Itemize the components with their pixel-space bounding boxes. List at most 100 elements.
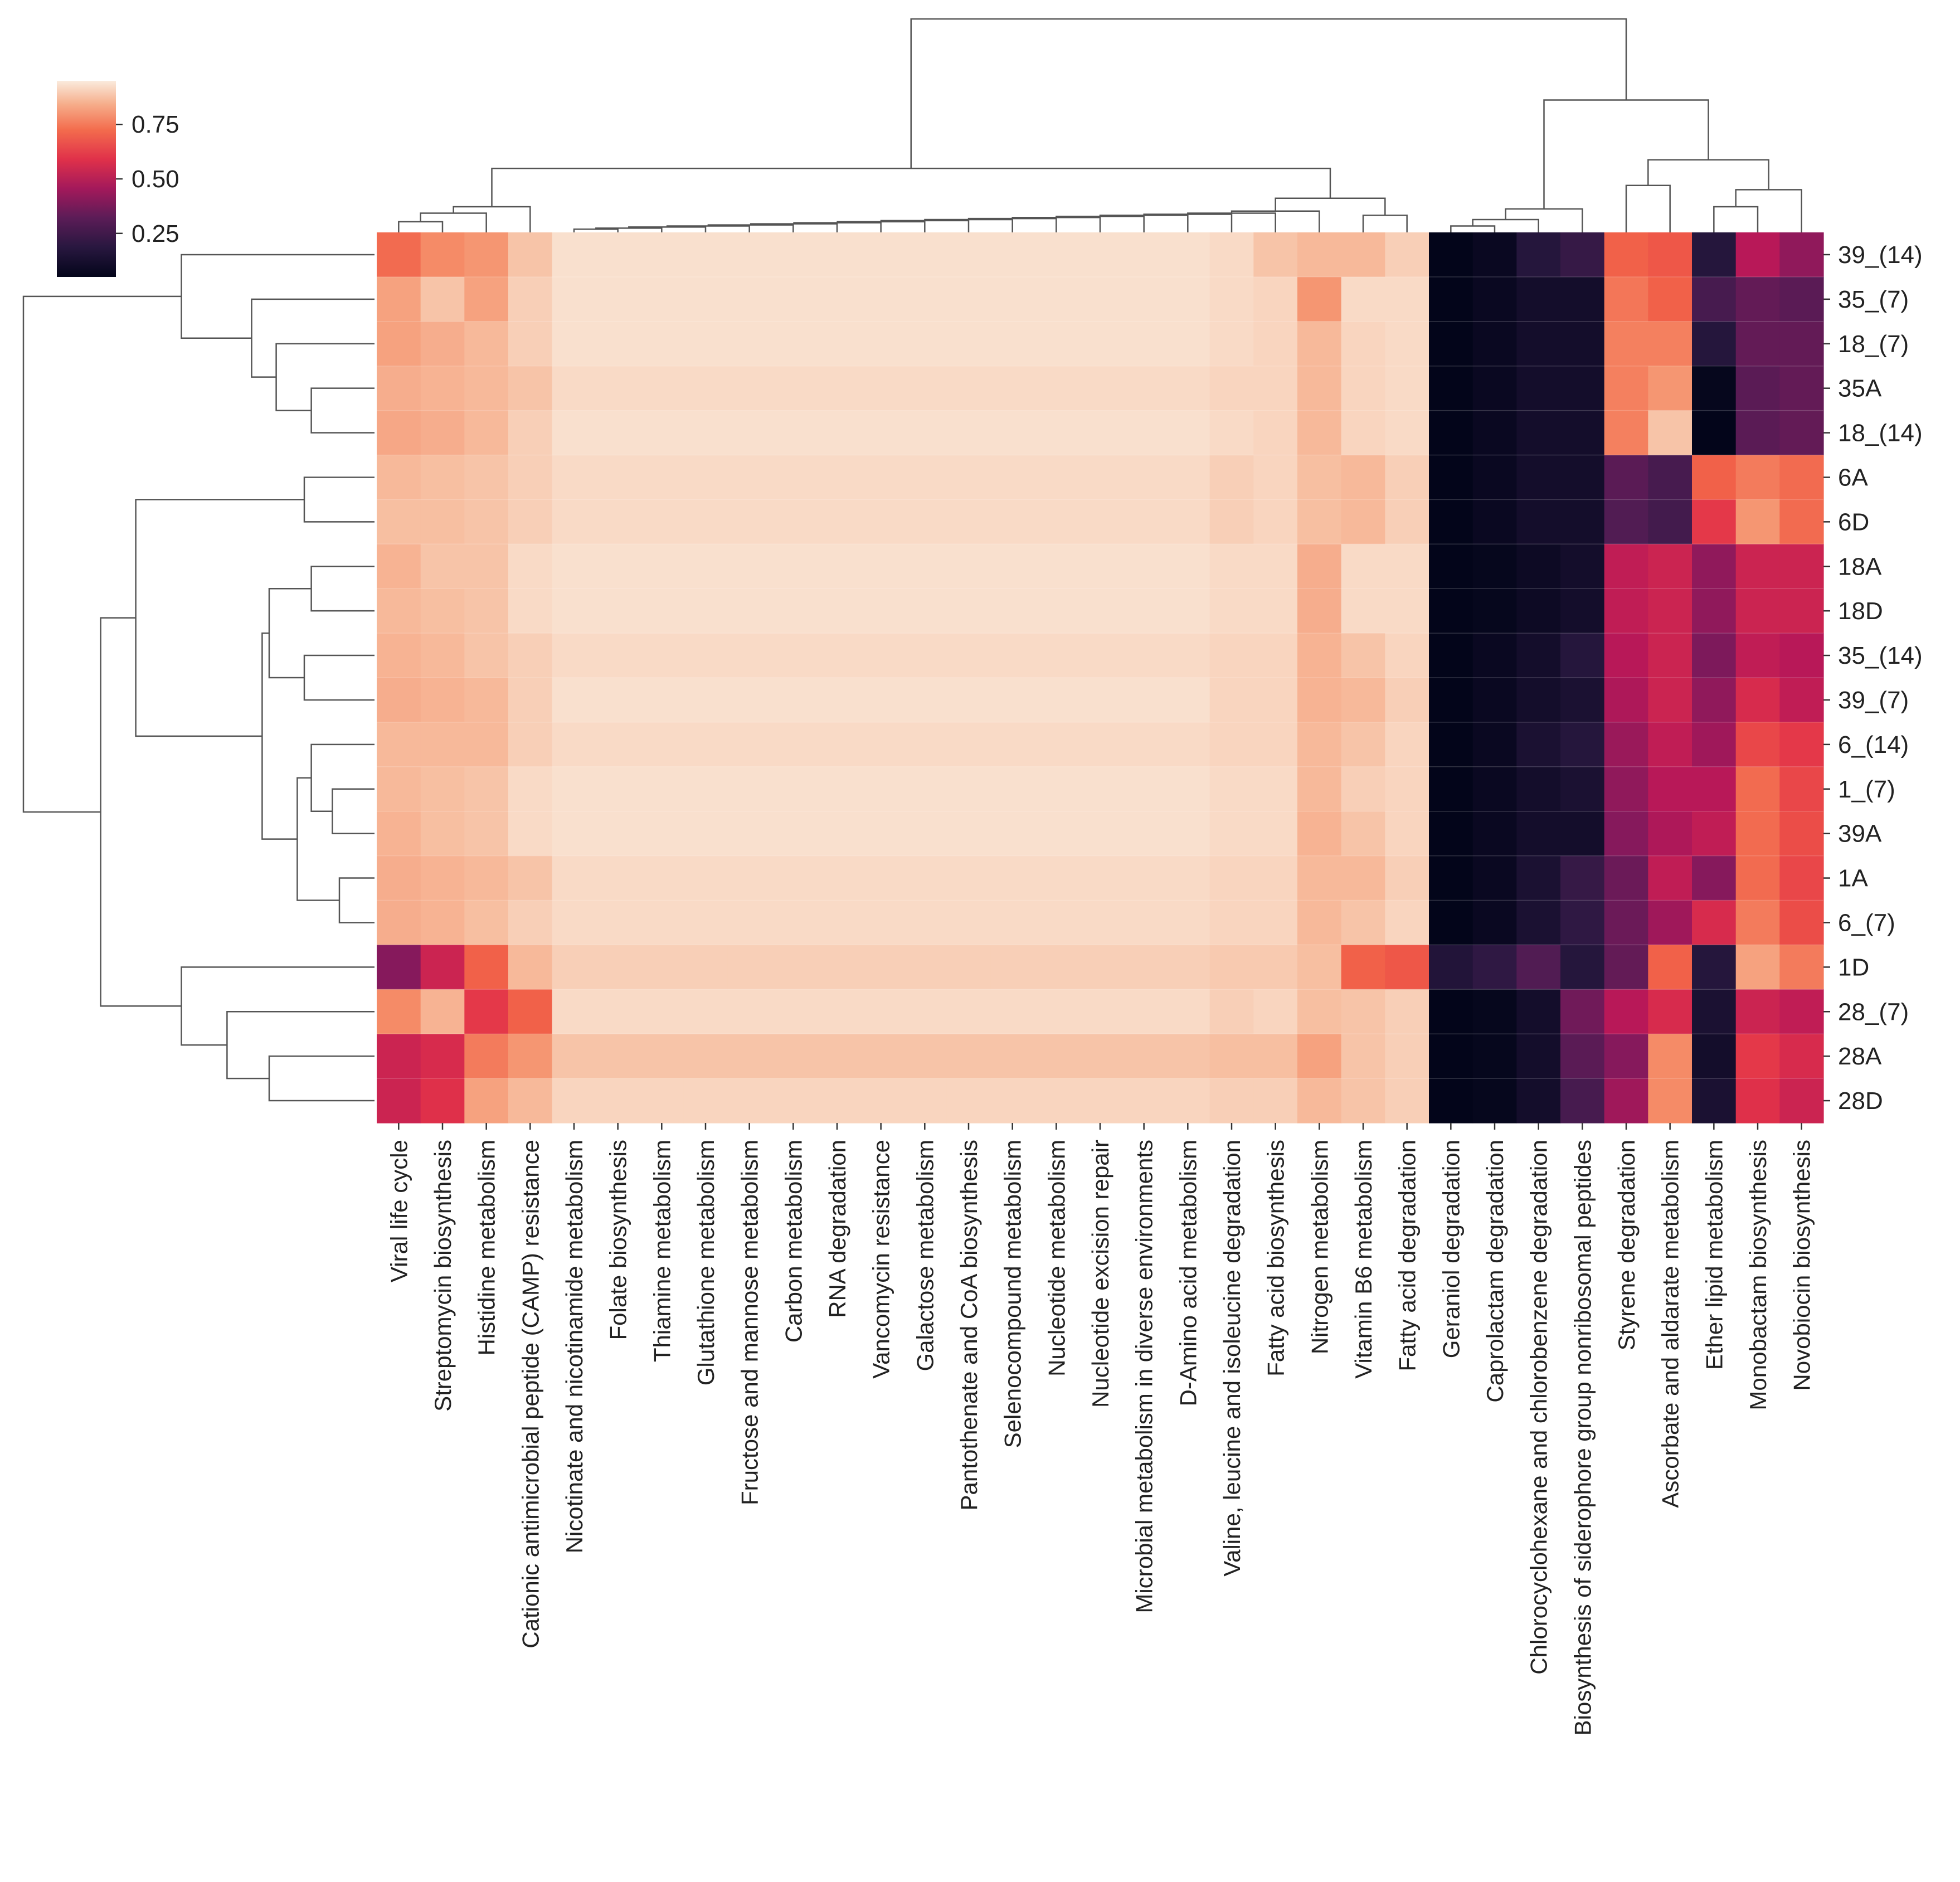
heatmap-cell <box>1560 455 1605 500</box>
heatmap-cell <box>1297 366 1342 411</box>
heatmap-cell <box>1692 589 1737 634</box>
heatmap-cell <box>1735 678 1780 723</box>
heatmap-cell <box>1253 811 1298 857</box>
heatmap-cell <box>1341 544 1385 589</box>
dendrogram-link <box>275 343 375 411</box>
heatmap-cell <box>1516 232 1561 278</box>
heatmap-cell <box>1604 722 1648 767</box>
heatmap-cell <box>1604 633 1648 678</box>
column-label: Chlorocyclohexane and chlorobenzene degr… <box>1526 1140 1552 1675</box>
column-label: Carbon metabolism <box>780 1140 806 1343</box>
heatmap-cell <box>1122 989 1166 1034</box>
heatmap-cell <box>1648 321 1692 367</box>
colorbar-tick-label: 0.50 <box>132 166 179 193</box>
heatmap-cell <box>903 855 947 901</box>
heatmap-cell <box>596 855 640 901</box>
row-label: 39_(7) <box>1838 687 1909 714</box>
heatmap-cell <box>640 1078 684 1124</box>
row-label: 18A <box>1838 553 1882 580</box>
heatmap-cell <box>1209 989 1254 1034</box>
heatmap-cell <box>1122 589 1166 634</box>
row-label: 6A <box>1838 464 1868 491</box>
heatmap-cell <box>552 455 596 500</box>
heatmap-cell <box>1516 1078 1561 1124</box>
dendrogram-link <box>573 228 619 232</box>
heatmap-cell <box>1560 499 1605 544</box>
heatmap-cell <box>859 766 903 812</box>
column-label: Biosynthesis of siderophore group nonrib… <box>1569 1140 1596 1735</box>
heatmap-cell <box>1472 989 1517 1034</box>
heatmap-cell <box>1078 766 1122 812</box>
heatmap-cell <box>1078 455 1122 500</box>
heatmap-cell <box>1253 633 1298 678</box>
heatmap-cell <box>1253 722 1298 767</box>
dendrogram-link <box>1362 215 1408 232</box>
heatmap-cell <box>1385 276 1429 322</box>
heatmap-cell <box>420 589 465 634</box>
heatmap-cell <box>1253 544 1298 589</box>
heatmap-cell <box>552 678 596 723</box>
heatmap-cell <box>1297 900 1342 945</box>
heatmap-cell <box>377 633 421 678</box>
heatmap-cell <box>1209 589 1254 634</box>
heatmap-cell <box>1779 766 1824 812</box>
heatmap-cell <box>377 945 421 990</box>
heatmap-cell <box>1341 811 1385 857</box>
heatmap-cell <box>1166 410 1210 456</box>
heatmap-cell <box>727 989 772 1034</box>
heatmap-cell <box>1604 410 1648 456</box>
heatmap-cell <box>1297 766 1342 812</box>
heatmap-cell <box>1341 855 1385 901</box>
heatmap-cell <box>1341 410 1385 456</box>
heatmap-cell <box>1472 321 1517 367</box>
heatmap-cell <box>377 811 421 857</box>
heatmap-cell <box>508 633 553 678</box>
heatmap-cell <box>727 1078 772 1124</box>
row-label: 28D <box>1838 1087 1883 1115</box>
heatmap-cell <box>420 855 465 901</box>
heatmap-cell <box>990 232 1035 278</box>
heatmap-cell <box>640 989 684 1034</box>
dendrogram-link <box>491 167 1331 207</box>
heatmap-cell <box>771 945 816 990</box>
heatmap-cell <box>420 678 465 723</box>
heatmap-cell <box>1472 900 1517 945</box>
heatmap-cell <box>552 945 596 990</box>
heatmap-cell <box>946 633 991 678</box>
heatmap-cell <box>727 766 772 812</box>
heatmap-cell <box>1604 232 1648 278</box>
heatmap-cell <box>859 722 903 767</box>
heatmap-cell <box>1297 633 1342 678</box>
heatmap-cell <box>1385 633 1429 678</box>
heatmap-cell <box>420 410 465 456</box>
heatmap-cell <box>640 276 684 322</box>
heatmap-cell <box>815 366 859 411</box>
heatmap-cell <box>859 1034 903 1079</box>
heatmap-cell <box>1253 499 1298 544</box>
heatmap-cell <box>596 276 640 322</box>
heatmap-cell <box>508 855 553 901</box>
dendrogram-link <box>1505 208 1583 232</box>
heatmap-cell <box>1166 455 1210 500</box>
heatmap-cell <box>1078 855 1122 901</box>
heatmap-cell <box>683 722 728 767</box>
heatmap-cell <box>1735 722 1780 767</box>
heatmap-cell <box>508 455 553 500</box>
heatmap-cell <box>1034 455 1079 500</box>
heatmap-cell <box>990 544 1035 589</box>
heatmap-cell <box>552 766 596 812</box>
heatmap-cell <box>508 499 553 544</box>
heatmap-cell <box>420 1034 465 1079</box>
heatmap-cell <box>1122 276 1166 322</box>
heatmap-cell <box>1166 811 1210 857</box>
heatmap-cell <box>508 900 553 945</box>
heatmap-cell <box>946 945 991 990</box>
column-label: Fructose and mannose metabolism <box>737 1140 763 1505</box>
heatmap-cell <box>1692 945 1737 990</box>
heatmap-cell <box>1516 366 1561 411</box>
heatmap-cell <box>1648 366 1692 411</box>
heatmap-cell <box>596 722 640 767</box>
column-label: Selenocompound metabolism <box>1000 1140 1026 1448</box>
heatmap-cell <box>1472 544 1517 589</box>
dendrogram-link <box>303 654 375 701</box>
